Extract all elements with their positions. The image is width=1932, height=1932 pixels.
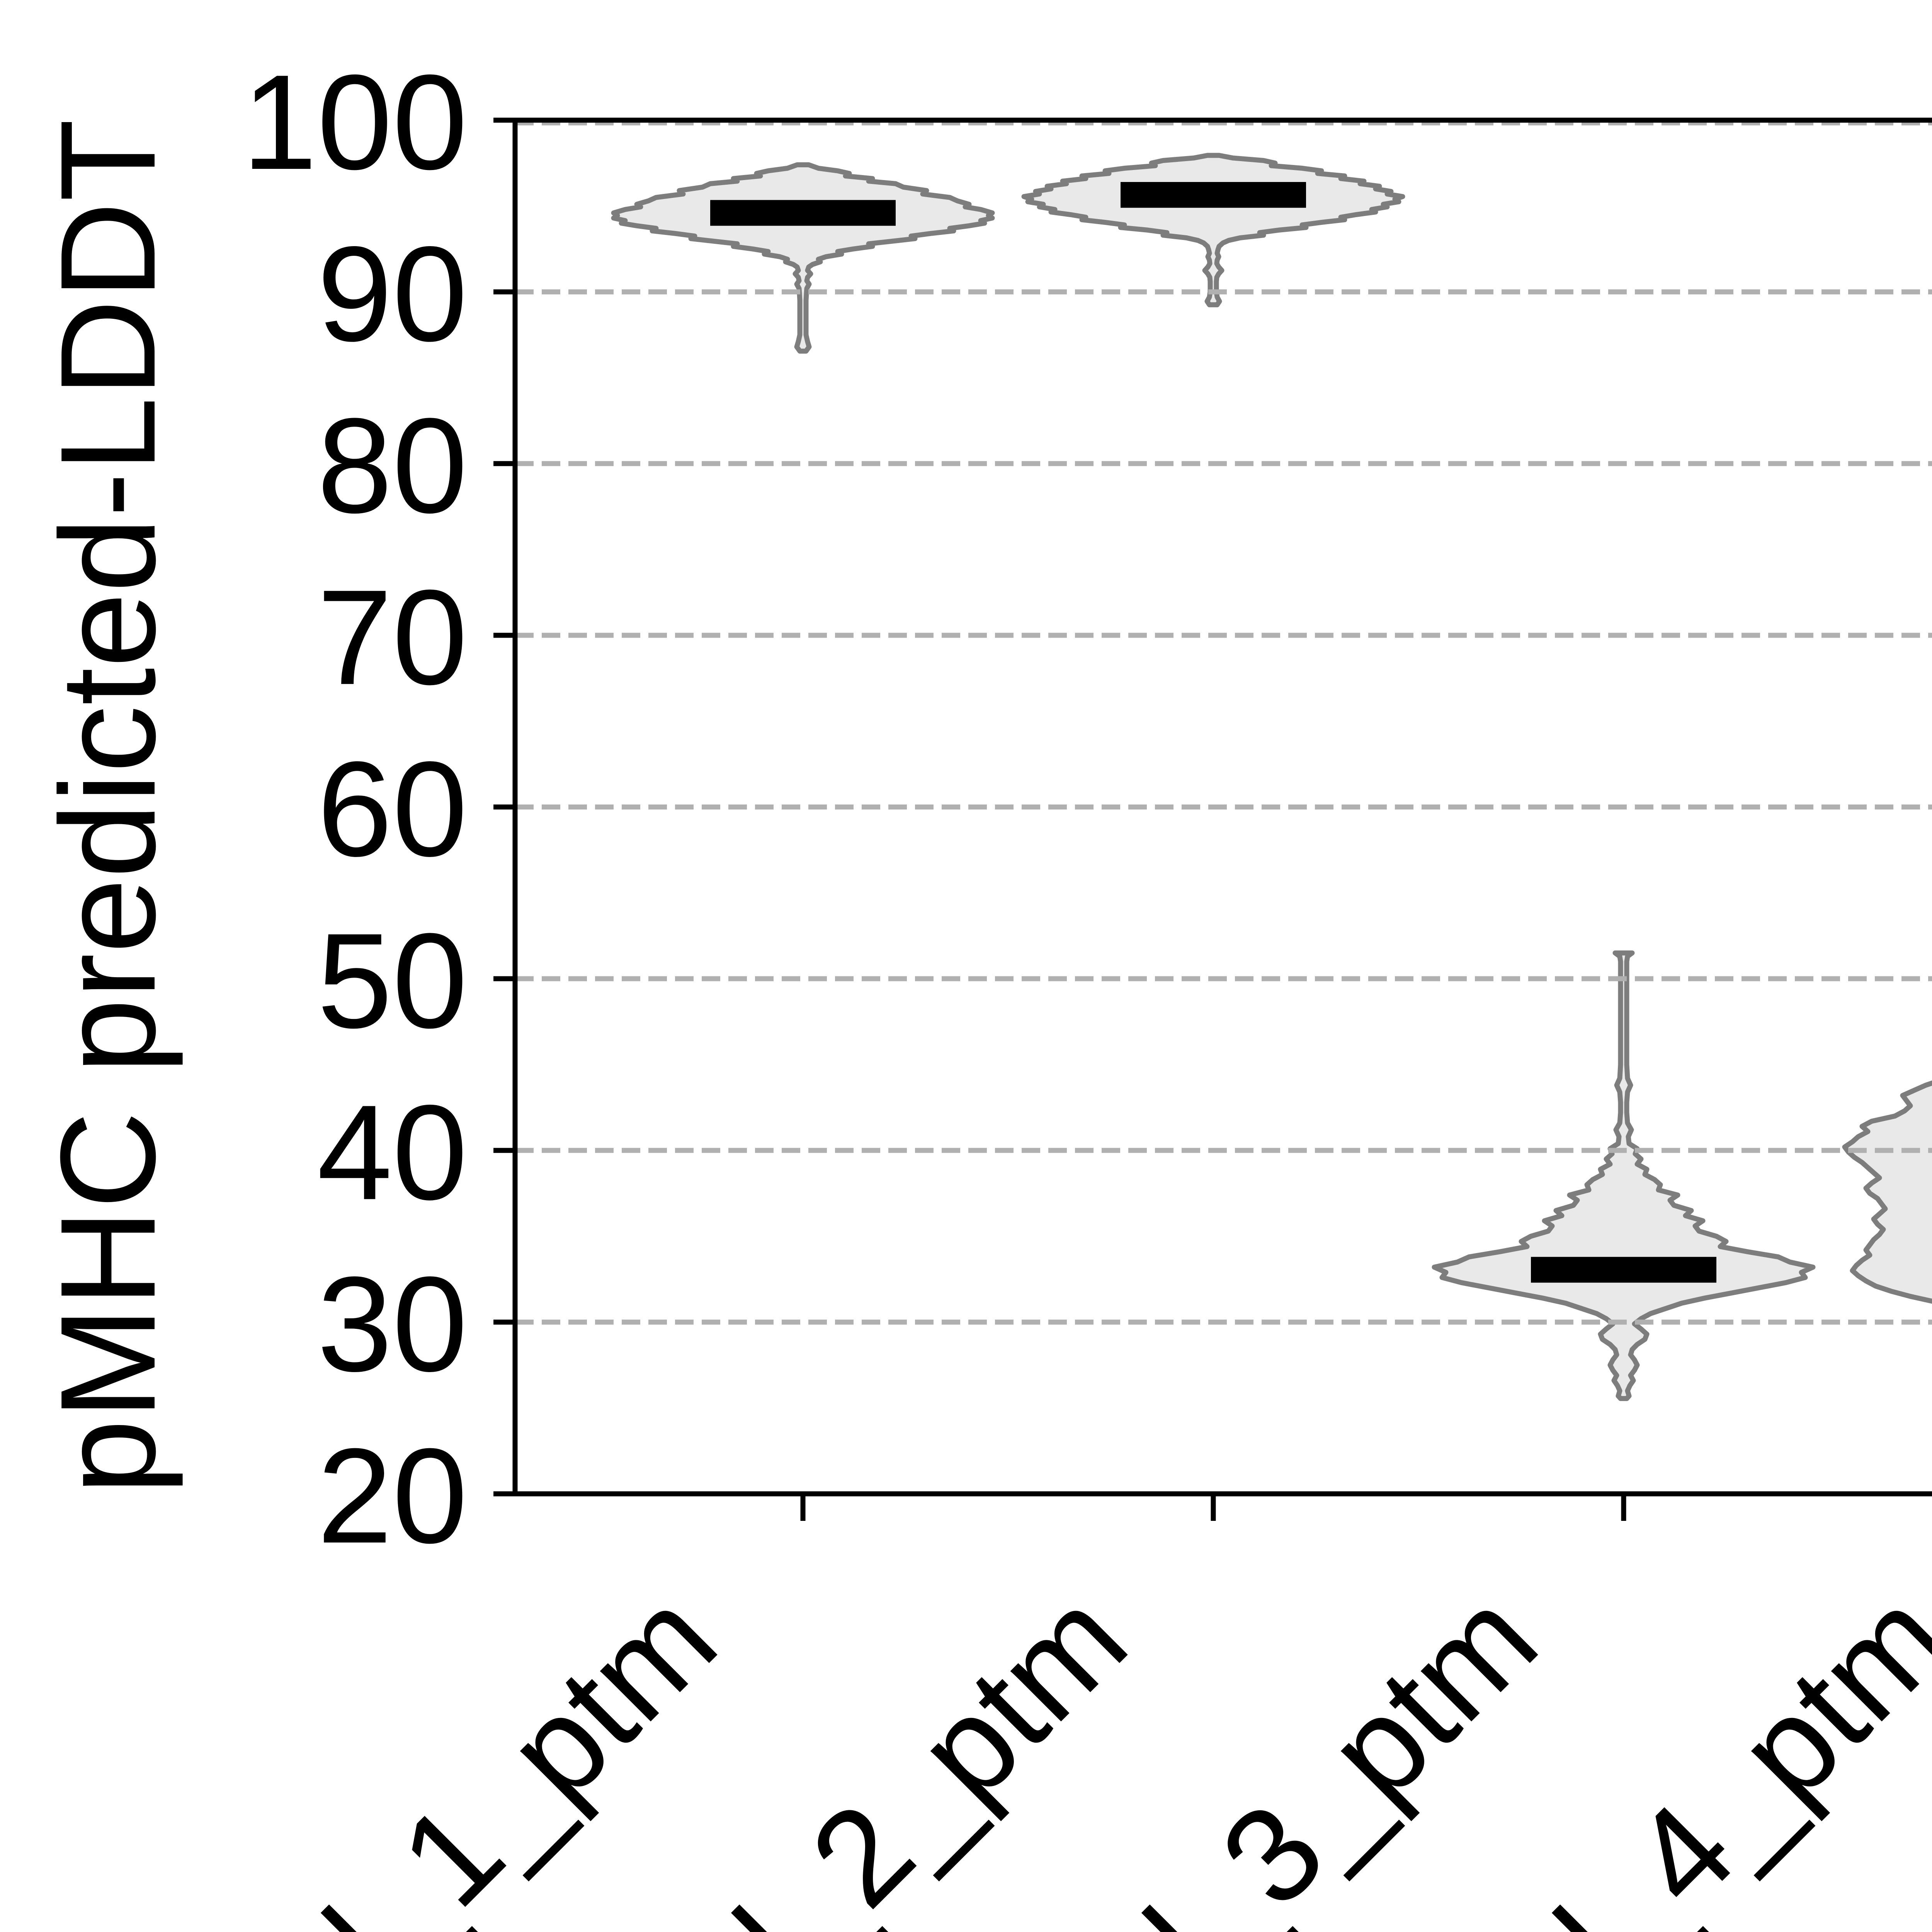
median-bar-model_3_ptm [1531,1257,1716,1283]
y-tick-label-60: 60 [317,734,468,885]
violins-layer [611,153,1932,1401]
y-tick-label-30: 30 [317,1249,468,1400]
y-tick-label-90: 90 [317,218,468,369]
violin-model_3_ptm [1432,950,1816,1401]
x-tick-label-model_1_ptm: model_1_ptm [58,1562,745,1932]
y-tick-label-20: 20 [317,1420,468,1571]
y-tick-label-70: 70 [317,562,468,713]
y-tick-label-40: 40 [317,1077,468,1228]
median-bar-model_2_ptm [1121,182,1306,208]
tick-labels-layer: 2030405060708090100model_1_ptmmodel_2_pt… [58,47,1932,1932]
median-bar-model_1_ptm [710,200,896,226]
violin-model_1_ptm [611,162,995,354]
y-axis-label: pMHC predicted-LDDT [32,119,184,1495]
ticks-layer [493,117,1626,1521]
y-tick-label-100: 100 [242,47,468,198]
gridlines-layer [515,120,1932,1325]
violin-model_4_ptm [1842,1080,1932,1304]
y-tick-label-50: 50 [317,905,468,1056]
violin-model_2_ptm [1021,153,1405,308]
y-tick-label-80: 80 [317,390,468,541]
